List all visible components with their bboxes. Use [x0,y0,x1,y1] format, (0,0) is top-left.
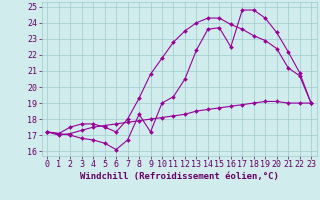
X-axis label: Windchill (Refroidissement éolien,°C): Windchill (Refroidissement éolien,°C) [80,172,279,181]
